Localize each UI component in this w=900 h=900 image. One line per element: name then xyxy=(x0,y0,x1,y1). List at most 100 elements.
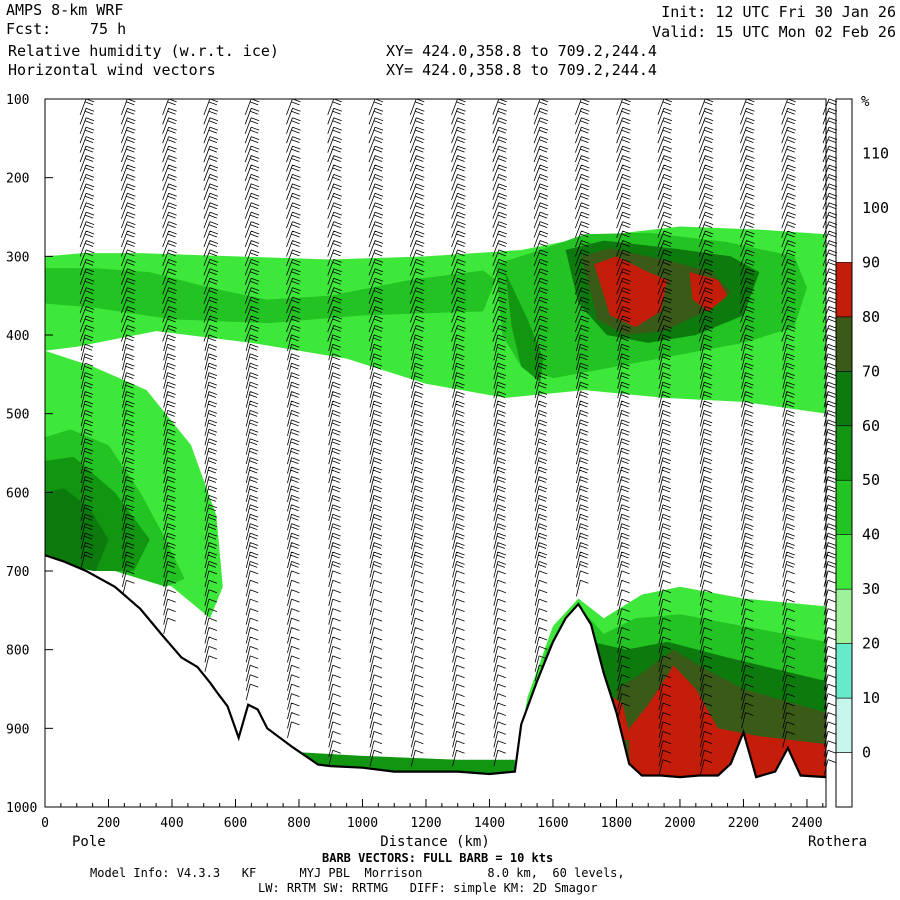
x-axis-label: Distance (km) xyxy=(380,834,490,850)
barb-note: BARB VECTORS: FULL BARB = 10 kts xyxy=(322,851,554,865)
x-tick-label-1400: 1400 xyxy=(474,816,505,831)
rh-zone-80-8 xyxy=(689,272,728,312)
barb-column-6 xyxy=(327,98,342,767)
forecast-hours: 75 h xyxy=(90,20,127,38)
x-left-end-label: Pole xyxy=(72,834,106,850)
barb-stack-9 xyxy=(451,98,466,767)
barb-stack-12 xyxy=(574,98,590,597)
x-tick-label-2400: 2400 xyxy=(791,816,822,831)
x-tick-label-2200: 2200 xyxy=(728,816,759,831)
barb-column-17 xyxy=(781,98,796,748)
y-tick-label-600: 600 xyxy=(6,486,29,501)
barb-stack-4 xyxy=(244,98,260,701)
y-tick-label-200: 200 xyxy=(6,172,29,187)
x-tick-label-1800: 1800 xyxy=(601,816,632,831)
x-tick-label-2000: 2000 xyxy=(664,816,695,831)
barb-column-14 xyxy=(657,98,673,776)
barb-stack-7 xyxy=(368,98,384,767)
barb-stack-0 xyxy=(79,98,95,569)
colorbar-label-0: 0 xyxy=(862,744,871,762)
field-title-1: Relative humidity (w.r.t. ice) xyxy=(8,42,279,60)
x-right-end-label: Rothera xyxy=(808,834,867,850)
colorbar-swatch-2 xyxy=(835,643,853,699)
barb-column-16 xyxy=(740,98,755,729)
barb-stack-8 xyxy=(409,98,425,767)
barb-stack-5 xyxy=(286,98,301,739)
barb-column-12 xyxy=(574,98,590,597)
rh-zone-110-18 xyxy=(613,696,631,741)
barb-stack-2 xyxy=(162,98,177,635)
y-tick-label-700: 700 xyxy=(6,565,29,580)
colorbar-label-40: 40 xyxy=(862,526,880,544)
colorbar-label-20: 20 xyxy=(862,635,880,653)
forecast-label: Fcst: xyxy=(6,20,52,38)
barb-column-9 xyxy=(451,98,466,767)
x-tick-label-600: 600 xyxy=(224,816,247,831)
terrain-layer xyxy=(44,554,827,807)
colorbar-swatch-7 xyxy=(835,371,853,427)
colorbar-swatch-3 xyxy=(835,588,853,644)
x-tick-label-1000: 1000 xyxy=(347,816,378,831)
barb-stack-6 xyxy=(327,98,342,767)
barb-column-15 xyxy=(698,98,714,776)
barb-stack-3 xyxy=(203,98,219,672)
valid-time: Valid: 15 UTC Mon 02 Feb 26 xyxy=(652,23,896,41)
model-info: Model Info: V4.3.3 KF MYJ PBL Morrison 8… xyxy=(90,866,625,880)
barb-stack-16 xyxy=(740,98,755,729)
colorbar-swatch-6 xyxy=(835,425,853,481)
field-title-2: Horizontal wind vectors xyxy=(8,61,216,79)
model-name: AMPS 8-km WRF xyxy=(6,1,124,19)
barb-column-2 xyxy=(162,98,177,635)
barb-stack-10 xyxy=(492,98,507,767)
terrain-mask xyxy=(45,555,826,807)
y-tick-label-100: 100 xyxy=(6,93,29,108)
colorbar-swatch-9 xyxy=(835,262,853,318)
barb-column-11 xyxy=(533,98,549,682)
barb-column-5 xyxy=(286,98,301,739)
colorbar-label-80: 80 xyxy=(862,308,880,326)
colorbar-label-50: 50 xyxy=(862,471,880,489)
barb-column-0 xyxy=(79,98,95,569)
colorbar: 0 10 20 30 40 50 60 70 80 90 100 110 xyxy=(835,98,889,808)
x-tick-label-800: 800 xyxy=(287,816,310,831)
colorbar-swatch-4 xyxy=(835,534,853,590)
x-tick-label-0: 0 xyxy=(41,816,49,831)
y-tick-label-900: 900 xyxy=(6,722,29,737)
barb-column-8 xyxy=(409,98,425,767)
y-tick-label-1000: 1000 xyxy=(6,801,37,816)
colorbar-label-90: 90 xyxy=(862,253,880,271)
colorbar-swatch-1 xyxy=(835,697,853,753)
x-tick-label-1600: 1600 xyxy=(537,816,568,831)
y-tick-label-300: 300 xyxy=(6,250,29,265)
colorbar-label-100: 100 xyxy=(862,199,889,217)
x-tick-label-200: 200 xyxy=(97,816,120,831)
barb-stack-11 xyxy=(533,98,549,682)
colorbar-label-30: 30 xyxy=(862,580,880,598)
rh-zone-40-2 xyxy=(45,268,496,324)
barb-stack-17 xyxy=(781,98,796,748)
cross-section-coords-2: XY= 424.0,358.8 to 709.2,244.4 xyxy=(386,61,657,79)
colorbar-swatch-5 xyxy=(835,479,853,535)
y-tick-label-800: 800 xyxy=(6,644,29,659)
plot-frame xyxy=(44,98,827,808)
colorbar-label-110: 110 xyxy=(862,144,889,162)
wind-barb-layer xyxy=(79,98,838,776)
colorbar-swatch-8 xyxy=(835,316,853,372)
y-tick-label-500: 500 xyxy=(6,408,29,423)
barb-stack-13 xyxy=(616,98,631,720)
barb-column-7 xyxy=(368,98,384,767)
terrain-line xyxy=(44,554,827,779)
barb-column-13 xyxy=(616,98,631,720)
rh-zone-60-11 xyxy=(45,488,109,571)
barb-column-3 xyxy=(203,98,219,672)
colorbar-label-60: 60 xyxy=(862,417,880,435)
physics-info: LW: RRTM SW: RRTMG DIFF: simple KM: 2D S… xyxy=(258,881,598,895)
colorbar-swatch-0 xyxy=(835,752,853,808)
x-tick-label-1200: 1200 xyxy=(410,816,441,831)
rh-zone-80-7 xyxy=(594,256,668,328)
x-tick-label-400: 400 xyxy=(160,816,183,831)
barb-column-4 xyxy=(244,98,260,701)
barb-stack-15 xyxy=(698,98,714,776)
colorbar-label-10: 10 xyxy=(862,689,880,707)
